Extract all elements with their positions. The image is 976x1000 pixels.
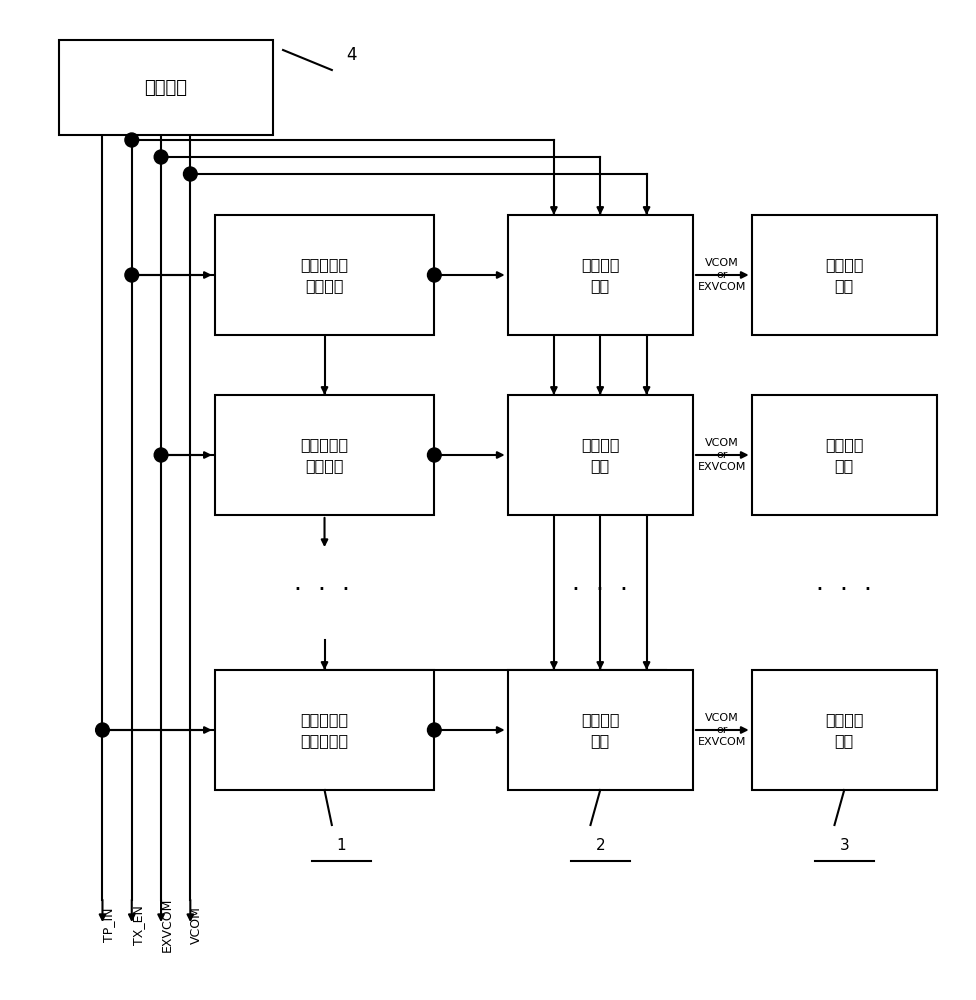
Bar — [508, 215, 693, 335]
Text: 驱动芯片: 驱动芯片 — [144, 79, 187, 97]
Text: TX_EN: TX_EN — [132, 905, 144, 945]
Text: 第一级移位
寄存单元: 第一级移位 寄存单元 — [301, 257, 348, 293]
Text: 1: 1 — [337, 838, 346, 852]
Text: ·  ·  ·: · · · — [816, 578, 873, 602]
Text: 最后一级移
位寄存单元: 最后一级移 位寄存单元 — [301, 712, 348, 748]
Circle shape — [427, 723, 441, 737]
Circle shape — [125, 268, 139, 282]
Circle shape — [125, 133, 139, 147]
Circle shape — [427, 268, 441, 282]
Bar — [752, 670, 937, 790]
Bar — [752, 215, 937, 335]
Bar — [215, 670, 434, 790]
Text: 输出控制
单元: 输出控制 单元 — [581, 437, 620, 473]
Text: VCOM
or
EXVCOM: VCOM or EXVCOM — [698, 438, 747, 472]
Bar — [508, 395, 693, 515]
Circle shape — [154, 448, 168, 462]
Text: EXVCOM: EXVCOM — [161, 898, 174, 952]
Text: 触控驱动
电极: 触控驱动 电极 — [825, 437, 864, 473]
Bar — [508, 670, 693, 790]
Text: 触控驱动
电极: 触控驱动 电极 — [825, 712, 864, 748]
Text: 输出控制
单元: 输出控制 单元 — [581, 712, 620, 748]
Bar — [752, 395, 937, 515]
Bar — [215, 215, 434, 335]
Bar — [59, 40, 273, 135]
Text: 第二级移位
寄存单元: 第二级移位 寄存单元 — [301, 437, 348, 473]
Text: 3: 3 — [839, 838, 849, 852]
Text: 4: 4 — [346, 46, 356, 64]
Text: 触控驱动
电极: 触控驱动 电极 — [825, 257, 864, 293]
Text: 2: 2 — [595, 838, 605, 852]
Circle shape — [427, 448, 441, 462]
Circle shape — [154, 150, 168, 164]
Circle shape — [96, 723, 109, 737]
Text: TP_IN: TP_IN — [102, 908, 115, 942]
Bar — [215, 395, 434, 515]
Text: VCOM: VCOM — [190, 906, 203, 944]
Text: VCOM
or
EXVCOM: VCOM or EXVCOM — [698, 258, 747, 292]
Text: 输出控制
单元: 输出控制 单元 — [581, 257, 620, 293]
Circle shape — [183, 167, 197, 181]
Text: VCOM
or
EXVCOM: VCOM or EXVCOM — [698, 713, 747, 747]
Text: ·  ·  ·: · · · — [572, 578, 629, 602]
Text: ·  ·  ·: · · · — [294, 578, 350, 602]
